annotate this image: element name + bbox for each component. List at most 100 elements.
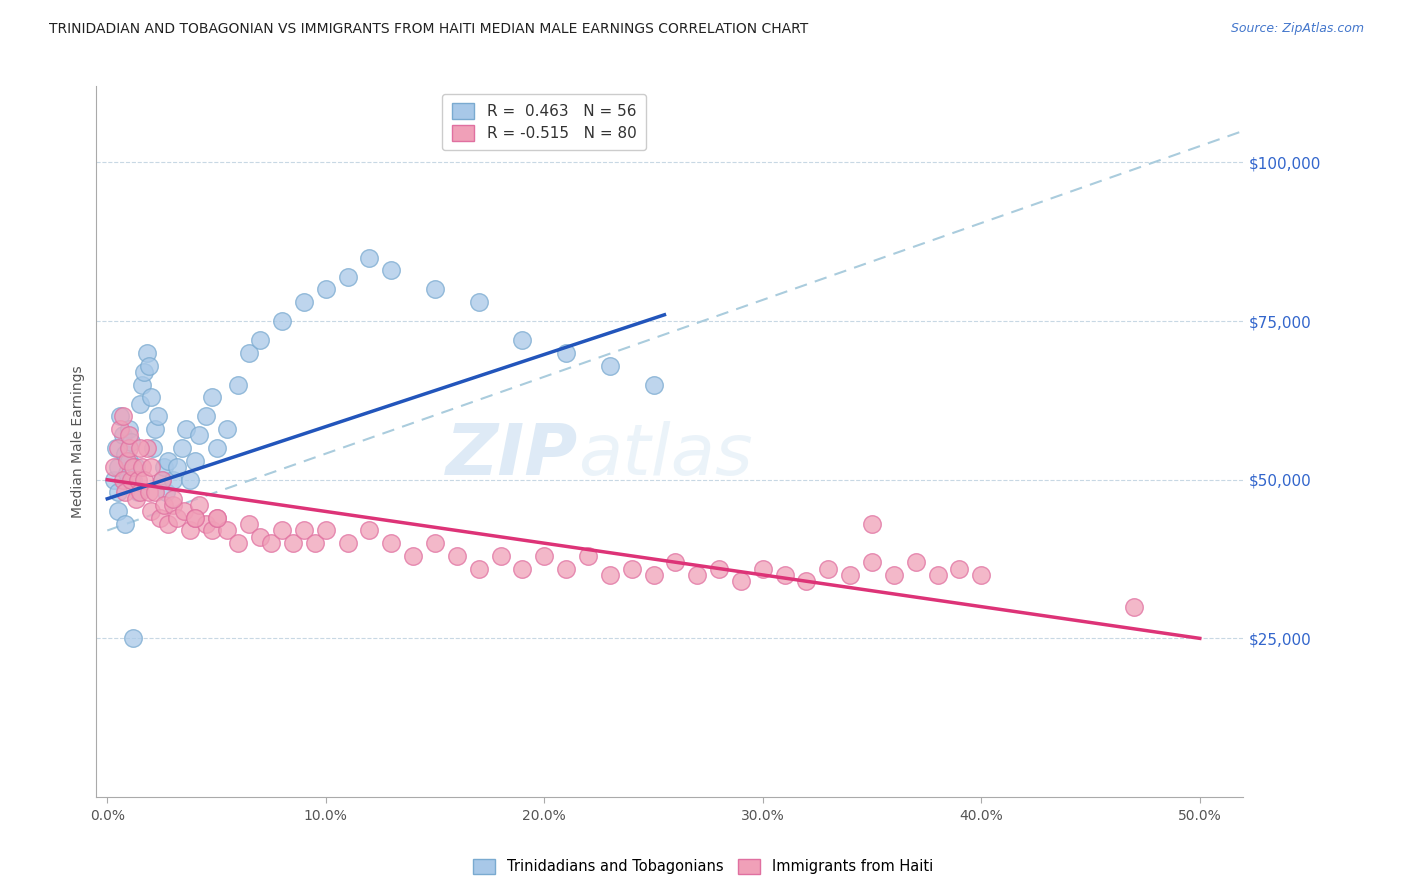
Point: [260, 536, 283, 550]
Point: [166, 460, 188, 475]
Point: [489, 549, 512, 563]
Point: [292, 524, 315, 538]
Point: [111, 428, 134, 442]
Point: [139, 504, 162, 518]
Point: [153, 498, 176, 512]
Point: [111, 473, 134, 487]
Point: [217, 524, 239, 538]
Point: [228, 536, 250, 550]
Text: atlas: atlas: [578, 421, 752, 491]
Point: [446, 549, 468, 563]
Point: [149, 511, 172, 525]
Point: [127, 473, 149, 487]
Point: [643, 377, 665, 392]
Point: [162, 473, 184, 487]
Point: [118, 422, 141, 436]
Point: [555, 561, 578, 575]
Point: [118, 453, 141, 467]
Point: [686, 568, 709, 582]
Point: [730, 574, 752, 589]
Point: [142, 441, 165, 455]
Point: [125, 491, 148, 506]
Point: [423, 282, 446, 296]
Point: [115, 453, 138, 467]
Point: [174, 422, 197, 436]
Point: [205, 441, 228, 455]
Point: [183, 511, 205, 525]
Point: [927, 568, 949, 582]
Point: [107, 485, 129, 500]
Point: [315, 282, 337, 296]
Point: [183, 453, 205, 467]
Point: [111, 409, 134, 424]
Point: [110, 409, 132, 424]
Point: [120, 434, 142, 449]
Point: [134, 473, 156, 487]
Point: [201, 390, 224, 404]
Point: [512, 561, 534, 575]
Point: [129, 441, 152, 455]
Point: [205, 511, 228, 525]
Point: [179, 524, 201, 538]
Point: [118, 428, 141, 442]
Point: [105, 441, 128, 455]
Point: [643, 568, 665, 582]
Point: [796, 574, 818, 589]
Point: [114, 447, 136, 461]
Point: [281, 536, 304, 550]
Point: [138, 485, 160, 500]
Point: [359, 524, 381, 538]
Point: [883, 568, 905, 582]
Point: [773, 568, 796, 582]
Point: [127, 485, 149, 500]
Point: [292, 295, 315, 310]
Point: [107, 441, 129, 455]
Point: [304, 536, 326, 550]
Point: [970, 568, 993, 582]
Point: [228, 377, 250, 392]
Point: [143, 485, 166, 500]
Point: [599, 568, 621, 582]
Point: [115, 467, 138, 481]
Point: [139, 460, 162, 475]
Point: [664, 555, 686, 569]
Point: [122, 632, 145, 646]
Y-axis label: Median Male Earnings: Median Male Earnings: [72, 366, 86, 518]
Point: [512, 333, 534, 347]
Point: [153, 460, 176, 475]
Point: [166, 511, 188, 525]
Point: [120, 473, 142, 487]
Point: [380, 263, 402, 277]
Point: [752, 561, 775, 575]
Point: [217, 422, 239, 436]
Text: Source: ZipAtlas.com: Source: ZipAtlas.com: [1230, 22, 1364, 36]
Point: [1123, 599, 1146, 614]
Point: [336, 269, 359, 284]
Point: [107, 504, 129, 518]
Legend: R =  0.463   N = 56, R = -0.515   N = 80: R = 0.463 N = 56, R = -0.515 N = 80: [443, 94, 645, 151]
Point: [336, 536, 359, 550]
Point: [155, 485, 177, 500]
Point: [134, 365, 156, 379]
Legend: Trinidadians and Tobagonians, Immigrants from Haiti: Trinidadians and Tobagonians, Immigrants…: [467, 853, 939, 880]
Point: [131, 377, 153, 392]
Point: [238, 346, 260, 360]
Point: [162, 491, 184, 506]
Point: [131, 460, 153, 475]
Point: [129, 485, 152, 500]
Point: [707, 561, 730, 575]
Point: [188, 428, 211, 442]
Point: [157, 453, 180, 467]
Point: [904, 555, 927, 569]
Point: [138, 359, 160, 373]
Point: [271, 314, 294, 328]
Point: [107, 460, 129, 475]
Point: [194, 409, 217, 424]
Point: [150, 473, 173, 487]
Point: [114, 517, 136, 532]
Point: [179, 473, 201, 487]
Point: [817, 561, 839, 575]
Point: [114, 485, 136, 500]
Point: [173, 504, 195, 518]
Point: [157, 517, 180, 532]
